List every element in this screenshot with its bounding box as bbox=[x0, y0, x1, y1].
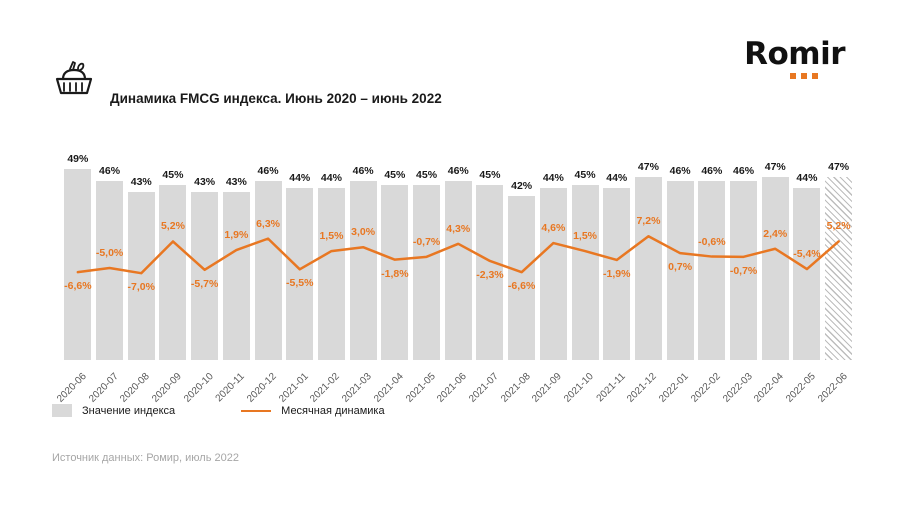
line-value-label: 6,3% bbox=[256, 217, 281, 230]
line-value-label: 7,2% bbox=[636, 215, 661, 228]
line-value-label: -5,7% bbox=[190, 277, 219, 290]
line-value-label: 5,2% bbox=[826, 220, 851, 233]
bar-value-label: 49% bbox=[67, 152, 89, 165]
bar-2020-06 bbox=[64, 168, 92, 360]
bar-value-label: 45% bbox=[479, 168, 501, 181]
bar-2021-10 bbox=[571, 184, 599, 360]
legend-bar-swatch bbox=[52, 404, 72, 417]
bar-2021-01 bbox=[286, 188, 314, 360]
line-value-label: -2,3% bbox=[476, 268, 504, 281]
bar-value-label: 44% bbox=[320, 172, 342, 185]
bar-2020-12 bbox=[254, 180, 282, 360]
line-value-label: -0,7% bbox=[412, 235, 441, 248]
line-value-label: 0,7% bbox=[668, 261, 693, 274]
line-value-label: 3,0% bbox=[351, 226, 376, 239]
bar-2021-04 bbox=[381, 184, 409, 360]
legend-item-dynamics: Месячная динамика bbox=[241, 404, 385, 417]
bar-value-label: 44% bbox=[289, 172, 311, 185]
bar-2021-03 bbox=[349, 180, 377, 360]
legend: Значение индекса Месячная динамика bbox=[52, 404, 385, 417]
line-value-label: -0,7% bbox=[729, 264, 758, 277]
line-value-label: 5,2% bbox=[160, 220, 185, 233]
bar-value-label: 44% bbox=[606, 172, 628, 185]
romir-logo-dots-icon bbox=[790, 73, 845, 79]
bar-value-label: 46% bbox=[352, 164, 374, 177]
line-value-label: 1,5% bbox=[573, 230, 598, 243]
romir-logo-text: Romir bbox=[744, 36, 845, 72]
bar-value-label: 43% bbox=[225, 176, 247, 189]
bar-value-label: 46% bbox=[669, 164, 691, 177]
bar-2022-05 bbox=[793, 188, 821, 360]
bar-2022-01 bbox=[666, 180, 694, 360]
line-value-label: -6,6% bbox=[64, 280, 92, 293]
line-value-label: -6,6% bbox=[507, 280, 536, 293]
bar-value-label: 45% bbox=[416, 168, 438, 181]
bar-value-label: 46% bbox=[701, 164, 723, 177]
bar-2020-09 bbox=[159, 184, 187, 360]
line-value-label: -7,0% bbox=[127, 281, 155, 294]
bar-2021-02 bbox=[317, 188, 345, 360]
line-value-label: 2,4% bbox=[763, 227, 788, 240]
bar-value-label: 43% bbox=[130, 176, 152, 189]
line-value-label: -1,8% bbox=[381, 267, 409, 280]
bar-2021-08 bbox=[508, 196, 536, 360]
bar-2021-05 bbox=[413, 184, 441, 360]
bar-2021-06 bbox=[444, 180, 472, 360]
line-value-label: -5,4% bbox=[793, 248, 821, 261]
bar-2021-12 bbox=[634, 176, 662, 360]
bar-2022-03 bbox=[730, 180, 758, 360]
bar-value-label: 46% bbox=[733, 164, 755, 177]
bar-2021-11 bbox=[603, 188, 631, 360]
legend-item-index: Значение индекса bbox=[52, 404, 175, 417]
line-value-label: 1,9% bbox=[224, 229, 249, 242]
source-text: Источник данных: Ромир, июль 2022 bbox=[52, 452, 239, 464]
legend-index-label: Значение индекса bbox=[82, 404, 176, 417]
line-value-label: -5,5% bbox=[286, 277, 314, 290]
bar-2020-11 bbox=[222, 192, 250, 360]
bar-value-label: 47% bbox=[764, 160, 786, 173]
bar-2022-06 bbox=[825, 176, 853, 360]
bar-2020-08 bbox=[127, 192, 155, 360]
romir-logo: Romir bbox=[744, 36, 845, 79]
legend-line-swatch bbox=[241, 409, 272, 412]
line-value-label: 4,6% bbox=[541, 222, 566, 235]
bar-2022-02 bbox=[698, 180, 726, 360]
line-value-label: -1,9% bbox=[603, 267, 631, 280]
bar-value-label: 46% bbox=[99, 164, 121, 177]
bar-2022-04 bbox=[761, 176, 789, 360]
line-value-label: 4,3% bbox=[446, 222, 471, 235]
bar-value-label: 47% bbox=[637, 160, 659, 173]
bar-2021-07 bbox=[476, 184, 504, 360]
bar-value-label: 43% bbox=[194, 176, 216, 189]
bar-value-label: 42% bbox=[511, 180, 533, 193]
bar-value-label: 44% bbox=[542, 172, 564, 185]
line-value-label: 1,5% bbox=[319, 230, 344, 243]
bar-value-label: 46% bbox=[447, 164, 469, 177]
bar-value-label: 44% bbox=[796, 172, 818, 185]
page-title: Динамика FMCG индекса. Июнь 2020 – июнь … bbox=[110, 91, 442, 106]
line-value-label: -5,0% bbox=[95, 247, 124, 259]
bar-2021-09 bbox=[539, 188, 567, 360]
shopping-basket-icon bbox=[55, 61, 93, 95]
bar-value-label: 45% bbox=[384, 168, 406, 181]
bar-value-label: 45% bbox=[574, 168, 596, 181]
bar-2020-10 bbox=[191, 192, 219, 360]
bar-value-label: 47% bbox=[828, 160, 850, 173]
legend-dynamics-label: Месячная динамика bbox=[281, 404, 385, 417]
bar-value-label: 45% bbox=[162, 168, 184, 181]
bar-value-label: 46% bbox=[257, 164, 279, 177]
line-value-label: -0,6% bbox=[698, 235, 726, 248]
